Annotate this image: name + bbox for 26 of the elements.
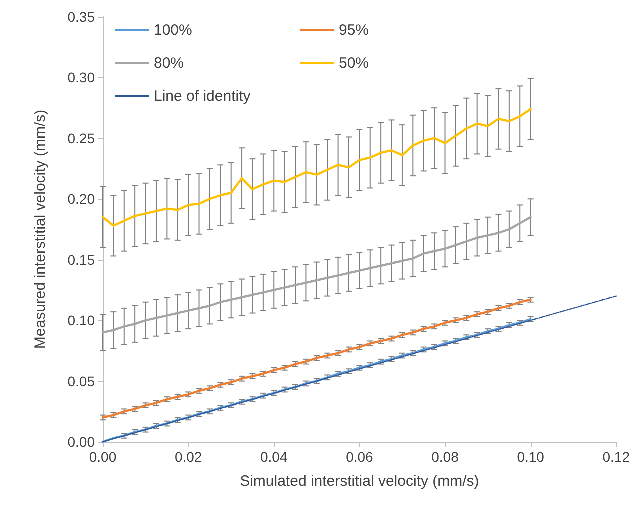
line-series xyxy=(102,216,532,334)
line-series xyxy=(102,108,532,227)
line-series xyxy=(102,298,532,419)
y-tick-label: 0.25 xyxy=(68,130,96,146)
y-axis-title: Measured interstitial velocity (mm/s) xyxy=(32,110,49,350)
y-tick-label: 0.30 xyxy=(68,70,96,86)
legend-label: 100% xyxy=(154,22,192,39)
line-series xyxy=(102,318,532,444)
x-tick-label: 0.00 xyxy=(89,449,117,465)
y-tick-label: 0.00 xyxy=(68,434,96,450)
x-tick-label: 0.12 xyxy=(602,449,630,465)
x-tick-label: 0.02 xyxy=(174,449,202,465)
legend-label: 50% xyxy=(339,55,370,72)
y-tick-label: 0.15 xyxy=(68,252,96,268)
legend-label: 95% xyxy=(339,22,370,39)
x-tick-label: 0.04 xyxy=(260,449,288,465)
legend-label: Line of identity xyxy=(154,88,252,105)
x-axis-title: Simulated interstitial velocity (mm/s) xyxy=(240,473,480,490)
y-tick-label: 0.35 xyxy=(68,9,96,25)
x-tick-label: 0.10 xyxy=(517,449,545,465)
y-tick-label: 0.10 xyxy=(68,312,96,329)
x-tick-label: 0.08 xyxy=(432,449,460,465)
x-tick-label: 0.06 xyxy=(346,449,374,465)
y-tick-label: 0.20 xyxy=(68,191,96,208)
y-tick-label: 0.05 xyxy=(68,373,96,390)
legend-label: 80% xyxy=(154,55,184,72)
